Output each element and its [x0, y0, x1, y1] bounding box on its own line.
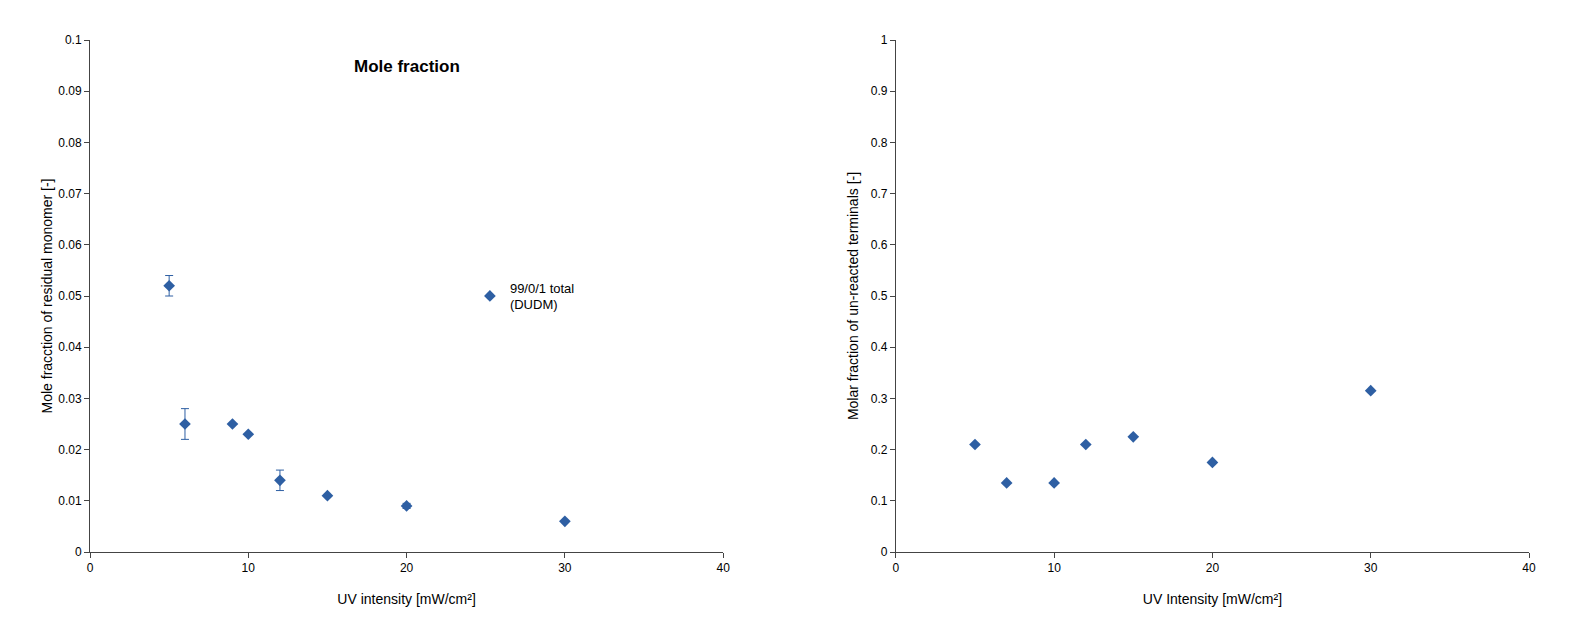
svg-text:0.6: 0.6: [871, 238, 888, 252]
svg-text:Mole fracction of residual mon: Mole fracction of residual monomer [-]: [39, 179, 55, 414]
svg-text:0.9: 0.9: [871, 84, 888, 98]
svg-text:0.1: 0.1: [65, 33, 82, 47]
svg-text:99/0/1 total(DUDM): 99/0/1 total(DUDM): [510, 281, 574, 313]
svg-text:0: 0: [75, 545, 82, 559]
svg-text:Molar fraction of un-reacted t: Molar fraction of un-reacted terminals […: [845, 172, 861, 420]
svg-text:0.2: 0.2: [871, 443, 888, 457]
svg-text:UV Intensity [mW/cm²]: UV Intensity [mW/cm²]: [1143, 591, 1282, 607]
svg-text:1: 1: [881, 33, 888, 47]
svg-text:Mole fraction: Mole fraction: [354, 57, 460, 76]
svg-text:0.1: 0.1: [871, 494, 888, 508]
svg-text:10: 10: [1047, 561, 1061, 575]
svg-text:20: 20: [400, 561, 414, 575]
svg-text:0.09: 0.09: [58, 84, 82, 98]
svg-text:0.4: 0.4: [871, 340, 888, 354]
svg-text:40: 40: [716, 561, 730, 575]
svg-text:30: 30: [558, 561, 572, 575]
svg-text:10: 10: [242, 561, 256, 575]
svg-text:0.7: 0.7: [871, 187, 888, 201]
svg-text:0.5: 0.5: [871, 289, 888, 303]
svg-text:0: 0: [881, 545, 888, 559]
svg-text:20: 20: [1206, 561, 1220, 575]
svg-text:0.8: 0.8: [871, 136, 888, 150]
svg-text:0.06: 0.06: [58, 238, 82, 252]
svg-text:UV intensity [mW/cm²]: UV intensity [mW/cm²]: [337, 591, 475, 607]
svg-text:0.08: 0.08: [58, 136, 82, 150]
svg-text:0.3: 0.3: [871, 392, 888, 406]
svg-text:0: 0: [892, 561, 899, 575]
svg-text:0.04: 0.04: [58, 340, 82, 354]
svg-text:40: 40: [1522, 561, 1536, 575]
svg-text:0.07: 0.07: [58, 187, 82, 201]
svg-text:30: 30: [1364, 561, 1378, 575]
svg-text:0.02: 0.02: [58, 443, 82, 457]
svg-text:0.05: 0.05: [58, 289, 82, 303]
svg-text:0: 0: [87, 561, 94, 575]
svg-text:0.03: 0.03: [58, 392, 82, 406]
svg-text:0.01: 0.01: [58, 494, 82, 508]
